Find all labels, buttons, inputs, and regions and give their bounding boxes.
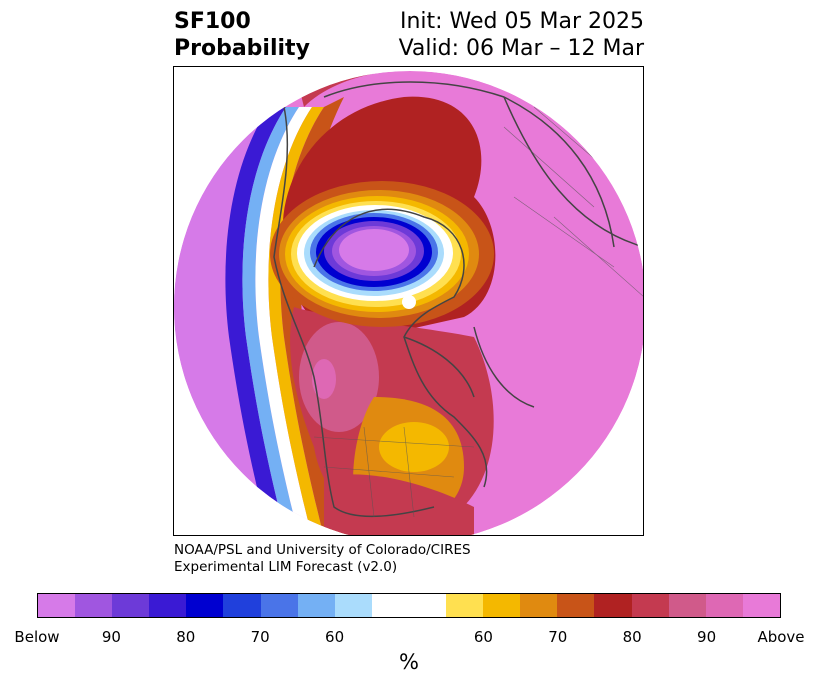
colorbar-swatch — [520, 594, 558, 617]
colorbar-tick-label: Above — [757, 628, 805, 646]
probability-field — [174, 71, 643, 535]
colorbar-unit: % — [399, 650, 419, 674]
init-date: Init: Wed 05 Mar 2025 — [399, 9, 644, 34]
colorbar-swatch — [149, 594, 187, 617]
colorbar-tick-label: 70 — [548, 628, 568, 646]
colorbar-tick-label: 90 — [101, 628, 121, 646]
colorbar-swatch — [557, 594, 595, 617]
borders — [313, 106, 643, 518]
colorbar-swatch — [668, 594, 706, 617]
valid-range: Valid: 06 Mar – 12 Mar — [398, 36, 644, 61]
colorbar-tick-label: Below — [14, 628, 60, 646]
chart-title: SF100 Probability — [174, 8, 310, 62]
colorbar-swatch — [112, 594, 150, 617]
colorbar-swatch — [334, 594, 372, 617]
colorbar-swatch — [408, 594, 447, 617]
forecast-dates: Init: Wed 05 Mar 2025 Valid: 06 Mar – 12… — [399, 8, 644, 62]
colorbar-swatch — [631, 594, 669, 617]
map-svg — [174, 71, 643, 535]
title-line-1: SF100 — [174, 9, 251, 34]
coastlines — [273, 81, 643, 518]
title-line-2: Probability — [174, 36, 310, 61]
colorbar-swatch — [38, 594, 76, 617]
colorbar-swatch — [483, 594, 521, 617]
colorbar-tick-label: 80 — [622, 628, 642, 646]
below-region-pole — [339, 229, 409, 271]
colorbar-tick-label: 70 — [250, 628, 270, 646]
credit-line-1: NOAA/PSL and University of Colorado/CIRE… — [174, 542, 471, 558]
colorbar-swatch — [186, 594, 224, 617]
colorbar-swatch — [75, 594, 113, 617]
credit-text: NOAA/PSL and University of Colorado/CIRE… — [174, 542, 471, 576]
pole-marker — [402, 295, 416, 309]
colorbar-tick-label: 90 — [697, 628, 717, 646]
colorbar — [37, 593, 781, 618]
colorbar-swatch — [705, 594, 743, 617]
colorbar-swatch — [297, 594, 335, 617]
colorbar-swatch — [371, 594, 409, 617]
colorbar-tick-label: 80 — [176, 628, 196, 646]
colorbar-swatch — [594, 594, 632, 617]
colorbar-swatch — [223, 594, 261, 617]
colorbar-tick-label: 60 — [473, 628, 493, 646]
credit-line-2: Experimental LIM Forecast (v2.0) — [174, 559, 398, 575]
colorbar-swatch — [742, 594, 780, 617]
colorbar-tick-label: 60 — [325, 628, 345, 646]
forecast-map — [173, 66, 644, 536]
colorbar-swatch — [260, 594, 298, 617]
colorbar-swatch — [446, 594, 484, 617]
